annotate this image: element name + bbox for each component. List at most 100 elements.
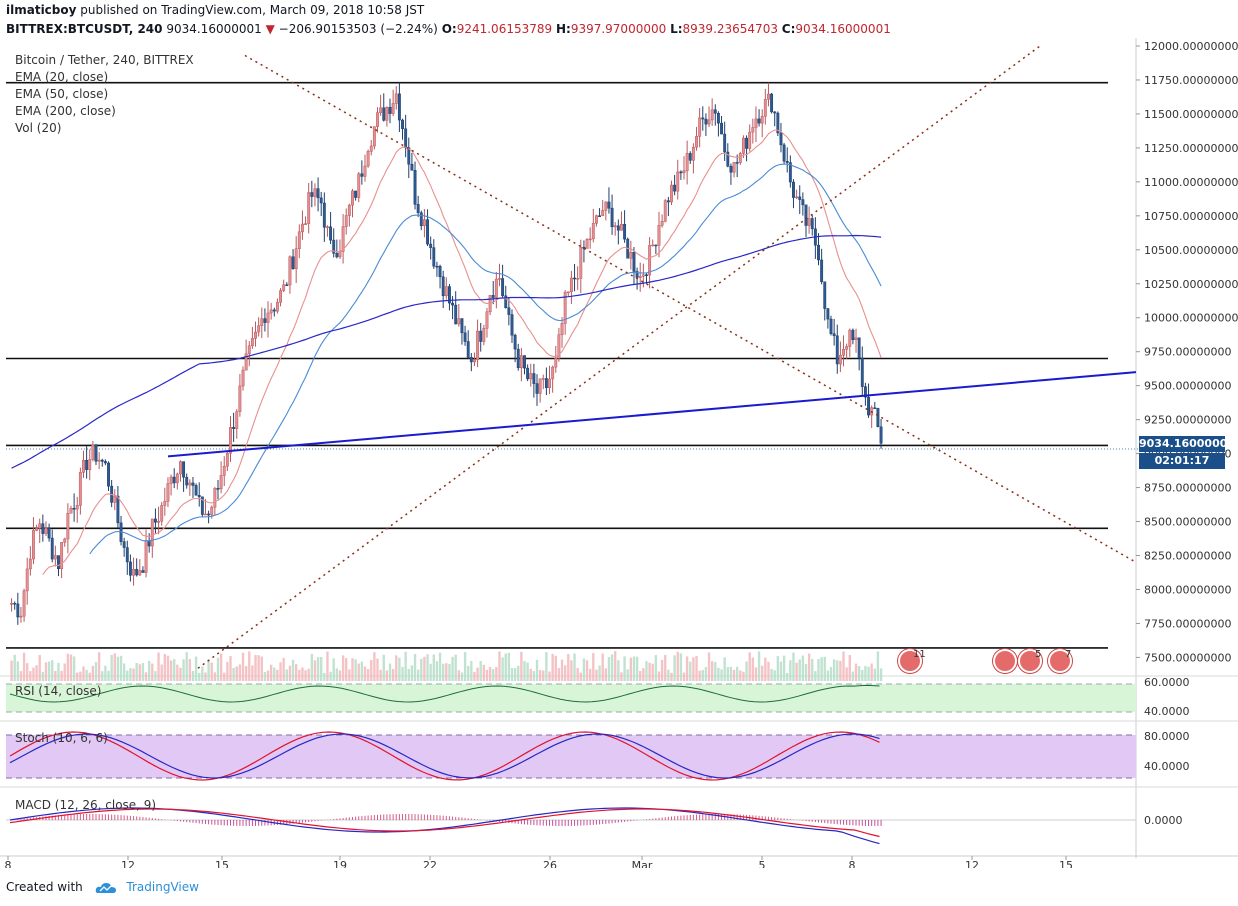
candle-body — [604, 201, 608, 211]
candle-body — [238, 385, 242, 412]
volume-bar — [854, 663, 858, 681]
candle-body — [838, 355, 842, 365]
volume-bar — [542, 670, 545, 681]
volume-bar — [614, 651, 617, 681]
volume-bar — [460, 672, 464, 681]
candle-body — [469, 357, 473, 363]
volume-bar — [413, 654, 417, 681]
y-tick-label: 8500.00000000 — [1144, 516, 1231, 529]
volume-bar — [848, 655, 851, 681]
candle-body — [135, 568, 139, 576]
volume-bar — [582, 658, 586, 681]
volume-bar — [176, 664, 179, 681]
volume-bar — [216, 657, 220, 681]
volume-bar — [119, 655, 123, 681]
legend-ema20: EMA (20, close) — [15, 70, 109, 84]
volume-bar — [510, 668, 514, 681]
candle-body — [429, 243, 433, 248]
candle-body — [125, 547, 129, 563]
volume-bar — [60, 670, 63, 681]
volume-bar — [266, 670, 270, 681]
volume-bar — [313, 660, 317, 681]
candle-body — [413, 169, 417, 205]
candle-body — [22, 590, 26, 617]
candle-body — [97, 459, 101, 462]
candle-body — [50, 537, 54, 560]
candle-body — [66, 513, 70, 540]
candle-body — [829, 318, 833, 334]
volume-bar — [248, 651, 251, 681]
volume-bar — [16, 661, 20, 681]
volume-bar — [429, 663, 432, 681]
volume-bar — [770, 668, 773, 681]
candle-body — [454, 304, 458, 325]
candle-body — [116, 495, 120, 524]
us-flag-event-icon[interactable] — [898, 649, 922, 673]
candle-body — [197, 495, 201, 498]
candle-body — [713, 109, 717, 114]
volume-bar — [107, 670, 110, 681]
candle-body — [266, 312, 270, 323]
volume-bar — [391, 668, 395, 681]
x-tick-label: 12 — [121, 859, 135, 868]
candle-body — [297, 231, 301, 249]
volume-bar — [535, 659, 539, 681]
candle-body — [451, 302, 455, 306]
candle-body — [516, 348, 520, 369]
volume-bar — [660, 659, 664, 681]
volume-bar — [398, 657, 401, 681]
candle-body — [304, 223, 308, 225]
candle-body — [504, 295, 508, 308]
candle-body — [128, 561, 132, 576]
volume-bar — [326, 651, 329, 681]
candle-body — [10, 603, 14, 605]
volume-bar — [845, 667, 848, 681]
x-tick-label: 19 — [333, 859, 347, 868]
volume-bar — [401, 666, 404, 681]
candle-body — [351, 190, 354, 206]
candle-body — [538, 378, 542, 394]
candle-body — [153, 518, 157, 523]
candle-body — [169, 476, 173, 484]
candle-body — [735, 162, 739, 164]
y-tick-label: 9500.00000000 — [1144, 380, 1231, 393]
candle-body — [763, 99, 767, 117]
volume-bar — [301, 667, 304, 681]
candle-body — [422, 219, 426, 227]
publisher-name[interactable]: ilmaticboy — [6, 3, 77, 17]
candle-body — [526, 367, 530, 380]
volume-bar — [742, 671, 745, 681]
candle-body — [804, 204, 808, 226]
candle-body — [441, 276, 445, 297]
y-tick-label: 10000.00000000 — [1144, 312, 1238, 325]
y-tick-label: 8250.00000000 — [1144, 550, 1231, 563]
footer-brand-link[interactable]: TradingView — [126, 880, 199, 894]
volume-bar — [257, 655, 260, 681]
volume-bar — [345, 658, 348, 681]
volume-bar — [354, 659, 357, 681]
price-chart[interactable]: 12000.00000000 11750.00000000 11500.000000… — [0, 38, 1238, 868]
candle-body — [344, 215, 348, 227]
candle-body — [57, 555, 60, 570]
candle-body — [801, 199, 805, 206]
volume-bar — [829, 667, 833, 681]
current-price-tag: 9034.16000001 — [1139, 436, 1236, 452]
volume-bar — [210, 662, 213, 681]
candle-body — [820, 259, 824, 283]
volume-bar — [645, 661, 648, 681]
volume-bar — [488, 667, 492, 681]
candle-body — [823, 281, 827, 309]
volume-bar — [91, 665, 95, 681]
candle-body — [620, 223, 623, 231]
top-bar: ilmaticboy published on TradingView.com,… — [0, 0, 1238, 44]
volume-bar — [432, 654, 435, 681]
candle-body — [419, 212, 423, 227]
us-flag-event-icon[interactable] — [1018, 649, 1042, 673]
candle-body — [426, 219, 429, 245]
volume-bar — [507, 652, 511, 681]
candle-body — [401, 119, 404, 130]
us-flag-event-icon[interactable] — [1048, 649, 1072, 673]
us-flag-event-icon[interactable] — [993, 649, 1017, 673]
candle-body — [13, 603, 17, 605]
candle-body — [404, 128, 408, 148]
